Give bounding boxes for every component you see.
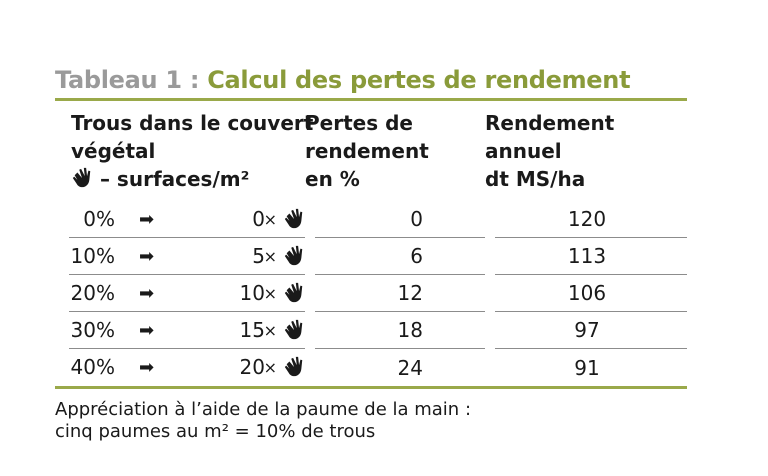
loss-cell: 12 (315, 275, 485, 312)
table-header: Trous dans le couvert végétal – surfaces… (55, 101, 687, 201)
hand-palm-icon (284, 319, 303, 340)
loss-value: 18 (397, 318, 423, 342)
table-row: 0% ➡ 0 × 0 120 (55, 201, 687, 238)
yield-value: 120 (567, 207, 607, 231)
arrow-right-icon: ➡ (139, 357, 155, 378)
table-container: Tableau 1 : Calcul des pertes de rendeme… (55, 64, 687, 443)
holes-percent: 20% (70, 281, 115, 305)
holes-percent: 30% (70, 318, 115, 342)
times-sign: × (263, 358, 277, 377)
header-loss: Pertes de rendement en % (305, 109, 485, 201)
yield-value: 91 (574, 355, 600, 380)
table-title: Tableau 1 : Calcul des pertes de rendeme… (55, 64, 687, 98)
header-loss-line2: rendement (305, 139, 429, 163)
header-yield-line2: annuel (485, 139, 562, 163)
footnote: Appréciation à l’aide de la paume de la … (55, 389, 687, 443)
holes-cell: 20% ➡ 10 × (69, 275, 305, 312)
header-yield: Rendement annuel dt MS/ha (485, 109, 687, 201)
header-holes: Trous dans le couvert végétal – surfaces… (55, 109, 314, 201)
holes-cell: 10% ➡ 5 × (69, 238, 305, 275)
times-sign: × (263, 247, 277, 266)
header-holes-line2: végétal (71, 139, 156, 163)
surfaces-count: 20 (239, 355, 265, 379)
top-rule (55, 98, 687, 101)
header-yield-line3: dt MS/ha (485, 167, 586, 191)
yield-cell: 97 (495, 312, 687, 349)
title-prefix: Tableau 1 : (55, 66, 200, 94)
yield-value: 97 (574, 318, 600, 342)
loss-cell: 24 (315, 349, 485, 386)
arrow-right-icon: ➡ (139, 246, 155, 267)
header-holes-line1: Trous dans le couvert (71, 111, 314, 135)
loss-cell: 6 (315, 238, 485, 275)
footnote-line2: cinq paumes au m² = 10% de trous (55, 421, 376, 442)
footnote-line1: Appréciation à l’aide de la paume de la … (55, 399, 472, 420)
arrow-right-icon: ➡ (139, 209, 155, 230)
hand-palm-icon (284, 208, 303, 229)
arrow-right-icon: ➡ (139, 320, 155, 341)
table-row: 10% ➡ 5 × 6 113 (55, 238, 687, 275)
holes-percent: 10% (70, 244, 115, 268)
surfaces-count: 5 (252, 244, 265, 268)
holes-cell: 40% ➡ 20 × (69, 349, 305, 386)
yield-cell: 120 (495, 201, 687, 238)
header-loss-line3: en % (305, 167, 360, 191)
loss-value: 6 (410, 244, 423, 268)
table-row: 40% ➡ 20 × 24 91 (55, 349, 687, 386)
yield-cell: 91 (495, 349, 687, 386)
loss-cell: 0 (315, 201, 485, 238)
loss-value: 0 (410, 207, 423, 231)
loss-value: 24 (397, 355, 423, 380)
hand-palm-icon (284, 356, 303, 377)
holes-cell: 0% ➡ 0 × (69, 201, 305, 238)
header-yield-line1: Rendement (485, 111, 615, 135)
table-row: 20% ➡ 10 × 12 106 (55, 275, 687, 312)
hand-palm-icon (284, 245, 303, 266)
table-row: 30% ➡ 15 × 18 97 (55, 312, 687, 349)
header-loss-line1: Pertes de (305, 111, 413, 135)
holes-percent: 40% (70, 355, 115, 379)
holes-percent: 0% (83, 207, 115, 231)
times-sign: × (263, 321, 277, 340)
hand-palm-icon (284, 282, 303, 303)
header-holes-unit: – surfaces/m² (99, 167, 250, 191)
times-sign: × (263, 284, 277, 303)
yield-value: 113 (567, 244, 607, 268)
surfaces-count: 0 (252, 207, 265, 231)
surfaces-count: 15 (239, 318, 265, 342)
header-holes-line3: – surfaces/m² (71, 165, 305, 193)
loss-cell: 18 (315, 312, 485, 349)
yield-value: 106 (567, 281, 607, 305)
loss-value: 12 (397, 281, 423, 305)
arrow-right-icon: ➡ (139, 283, 155, 304)
hand-palm-icon (72, 167, 91, 188)
times-sign: × (263, 210, 277, 229)
bottom-rule (55, 386, 687, 389)
title-main: Calcul des pertes de rendement (207, 66, 631, 94)
yield-cell: 113 (495, 238, 687, 275)
holes-cell: 30% ➡ 15 × (69, 312, 305, 349)
yield-cell: 106 (495, 275, 687, 312)
surfaces-count: 10 (239, 281, 265, 305)
